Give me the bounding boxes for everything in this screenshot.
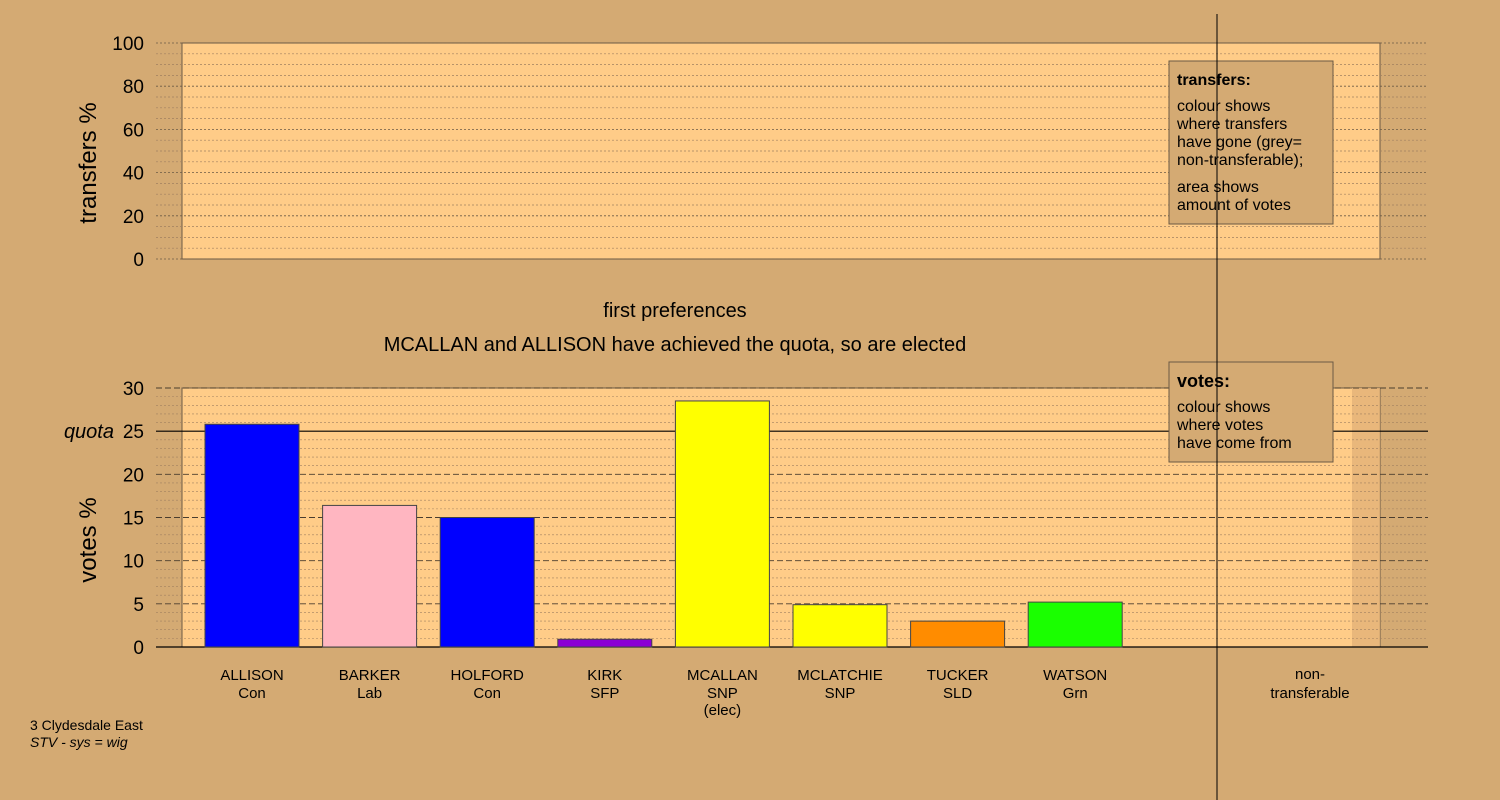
votes-legend-text: where votes: [1176, 417, 1263, 434]
transfers-legend-box: [1168, 60, 1334, 225]
candidate-party-label: Grn: [1063, 685, 1088, 702]
votes-tick-label: 20: [123, 465, 144, 486]
candidate-party-label: Con: [473, 685, 501, 702]
footer: 3 Clydesdale East STV - sys = wig: [30, 717, 143, 751]
bar-mcallan: [674, 400, 770, 648]
bar-tucker: [910, 620, 1006, 648]
candidate-party-label: Con: [238, 685, 266, 702]
chart-title: first preferences: [603, 300, 746, 322]
transfers-plot: 0 20 40 60 80 100 transfers % transfers: colour …: [75, 34, 1428, 271]
candidate-party-label: SLD: [943, 685, 972, 702]
transfers-legend-title: transfers:: [1177, 72, 1251, 89]
transfers-legend-text: amount of votes: [1177, 197, 1291, 214]
transfers-tick-label: 80: [123, 77, 144, 98]
candidate-party-label: Lab: [357, 685, 382, 702]
candidate-party-label: SFP: [590, 685, 619, 702]
nontransferable-label: non-: [1295, 666, 1325, 683]
transfers-legend-text: area shows: [1177, 179, 1259, 196]
chart-subtitle: MCALLAN and ALLISON have achieved the qu…: [384, 334, 967, 356]
transfers-legend-text: non-transferable);: [1177, 152, 1303, 169]
transfers-tick-label: 40: [123, 164, 144, 185]
bar-kirk: [557, 638, 653, 648]
votes-legend-box: [1168, 361, 1334, 463]
ward-label: 3 Clydesdale East: [30, 717, 143, 733]
system-label: STV - sys = wig: [30, 734, 128, 750]
candidate-name-label: BARKER: [339, 667, 401, 684]
transfers-axis-label: transfers %: [75, 102, 102, 223]
transfers-tick-label: 0: [133, 250, 144, 271]
transfers-legend-text: where transfers: [1176, 116, 1287, 133]
votes-tick-label: 5: [133, 595, 144, 616]
transfers-legend-text: colour shows: [1177, 98, 1270, 115]
transfers-legend-text: have gone (grey=: [1177, 134, 1302, 151]
votes-axis-label: votes %: [75, 497, 102, 582]
votes-tick-label: 0: [133, 638, 144, 659]
candidate-name-label: ALLISON: [220, 667, 283, 684]
candidate-name-label: MCLATCHIE: [797, 667, 883, 684]
candidate-name-label: HOLFORD: [451, 667, 525, 684]
bar-mclatchie: [792, 604, 888, 648]
candidate-party-label: SNP: [825, 685, 856, 702]
transfers-tick-label: 100: [112, 34, 144, 55]
transfers-tick-label: 20: [123, 207, 144, 228]
votes-tick-label: 30: [123, 379, 144, 400]
votes-tick-label: 25: [123, 422, 144, 443]
bar-barker: [322, 504, 418, 648]
candidate-name-label: KIRK: [587, 667, 622, 684]
votes-tick-label: 15: [123, 509, 144, 530]
quota-label: quota: [64, 421, 114, 443]
nontransferable-label: transferable: [1270, 685, 1349, 702]
transfers-tick-label: 60: [123, 120, 144, 141]
candidate-party-label: SNP: [707, 685, 738, 702]
bar-holford: [439, 517, 535, 648]
bar-watson: [1027, 601, 1123, 648]
candidate-name-label: WATSON: [1043, 667, 1107, 684]
candidate-note-label: (elec): [704, 702, 742, 719]
votes-legend-text: colour shows: [1177, 399, 1270, 416]
candidate-name-label: MCALLAN: [687, 667, 758, 684]
bar-allison: [204, 423, 300, 648]
votes-tick-label: 10: [123, 552, 144, 573]
candidate-name-label: TUCKER: [927, 667, 989, 684]
votes-legend-title: votes:: [1177, 371, 1230, 391]
votes-legend-text: have come from: [1177, 435, 1292, 452]
